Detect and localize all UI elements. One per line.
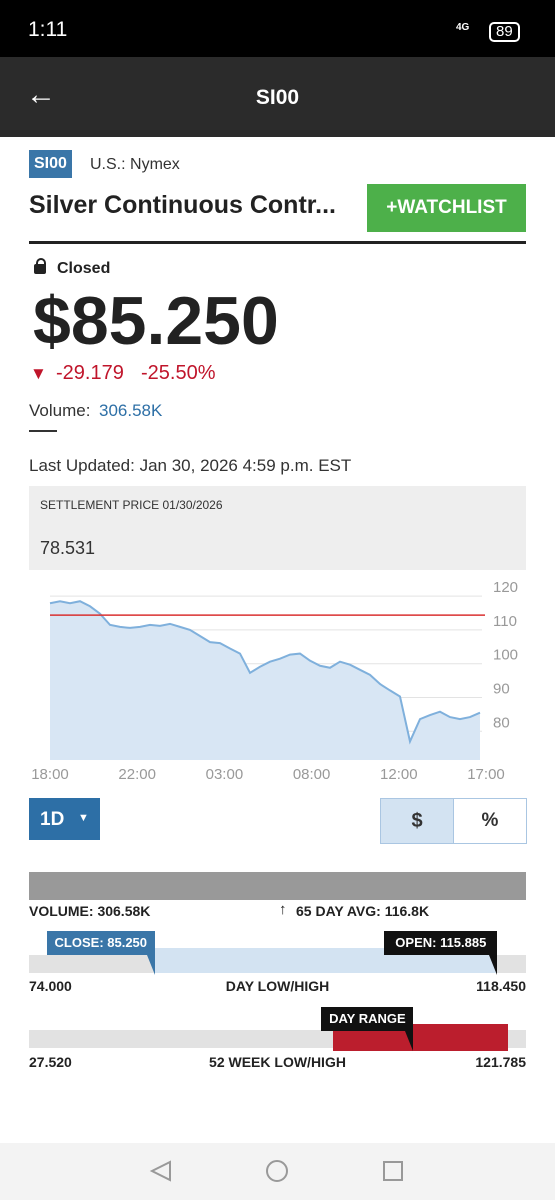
network: 4G (456, 22, 470, 33)
change: -29.179 (56, 362, 124, 384)
market-status: Closed (57, 260, 111, 277)
divider (29, 241, 526, 244)
volume-bar (29, 872, 526, 900)
y-tick-label: 90 (493, 680, 510, 697)
back-button[interactable]: ← (26, 78, 56, 111)
volume-stat: VOLUME: 306.58K (29, 903, 151, 919)
header-title: SI00 (255, 86, 300, 109)
price: $85.250 (33, 283, 279, 359)
dropdown-arrow: ▼ (78, 812, 89, 824)
price-chart: 80 90 100 110 120 18:00 22:00 03:00 08:00 12:00 17… (31, 579, 518, 783)
down-arrow: ▼ (30, 364, 47, 383)
y-tick-label: 80 (493, 714, 510, 731)
instrument-name: Silver Continuous Contr... (29, 191, 336, 219)
watchlist-button[interactable]: +WATCHLIST (367, 184, 526, 232)
avg-stat: 65 DAY AVG: 116.8K (296, 903, 430, 919)
status-bar (0, 0, 555, 57)
day-title: DAY LOW/HIGH (225, 978, 330, 994)
week-low: 27.520 (29, 1054, 72, 1070)
last-updated: Last Updated: Jan 30, 2026 4:59 p.m. EST (29, 456, 352, 475)
lock-icon (34, 264, 46, 274)
x-tick-label: 03:00 (206, 766, 244, 783)
up-arrow: ↑ (279, 901, 287, 918)
short-rule (29, 430, 57, 432)
symbol-badge: SI00 (29, 150, 72, 178)
day-range-flag: DAY RANGE (321, 1007, 414, 1031)
week-title: 52 WEEK LOW/HIGH (209, 1054, 346, 1070)
x-tick-label: 08:00 (293, 766, 331, 783)
close-pointer (146, 955, 155, 975)
day-high: 118.450 (476, 978, 526, 994)
x-tick-label: 12:00 (380, 766, 418, 783)
toggle-percent[interactable]: % (453, 798, 527, 844)
settlement-box (29, 486, 526, 570)
close-flag: CLOSE: 85.250 (46, 931, 155, 955)
range-bars: CLOSE: 85.250 OPEN: 115.885 74.000 DAY LOW/… (29, 931, 526, 1070)
volume-value: 306.58K (99, 401, 163, 420)
y-tick-label: 110 (493, 613, 517, 630)
day-range-pointer (405, 1031, 414, 1051)
x-tick-label: 17:00 (467, 766, 505, 783)
y-tick-label: 120 (493, 579, 518, 596)
open-flag: OPEN: 115.885 (384, 931, 498, 955)
day-low: 74.000 (29, 978, 72, 994)
volume-label: Volume: (29, 401, 91, 420)
nav-back[interactable] (149, 1160, 171, 1182)
settlement-value: 78.531 (40, 538, 96, 558)
nav-bar (0, 1143, 555, 1200)
change-percent: -25.50% (141, 362, 216, 384)
open-pointer (489, 955, 498, 975)
nav-recents[interactable] (383, 1161, 403, 1181)
week-high: 121.785 (475, 1054, 526, 1070)
nav-home[interactable] (266, 1160, 288, 1182)
x-tick-label: 22:00 (118, 766, 156, 783)
y-tick-label: 100 (493, 647, 518, 664)
range-label: 1D (40, 809, 65, 830)
x-tick-label: 18:00 (31, 766, 69, 783)
lock-shackle (36, 258, 46, 268)
range-select[interactable] (29, 798, 100, 840)
toggle-dollar[interactable]: $ (380, 798, 454, 844)
header-bar (0, 57, 555, 137)
nav-icons (149, 1160, 403, 1182)
battery: 89 (489, 22, 520, 42)
price-line (49, 600, 481, 745)
settlement-label: SETTLEMENT PRICE 01/30/2026 (40, 498, 223, 512)
area (50, 601, 480, 760)
exchange: U.S.: Nymex (90, 156, 180, 173)
clock: 1:11 (28, 18, 68, 41)
